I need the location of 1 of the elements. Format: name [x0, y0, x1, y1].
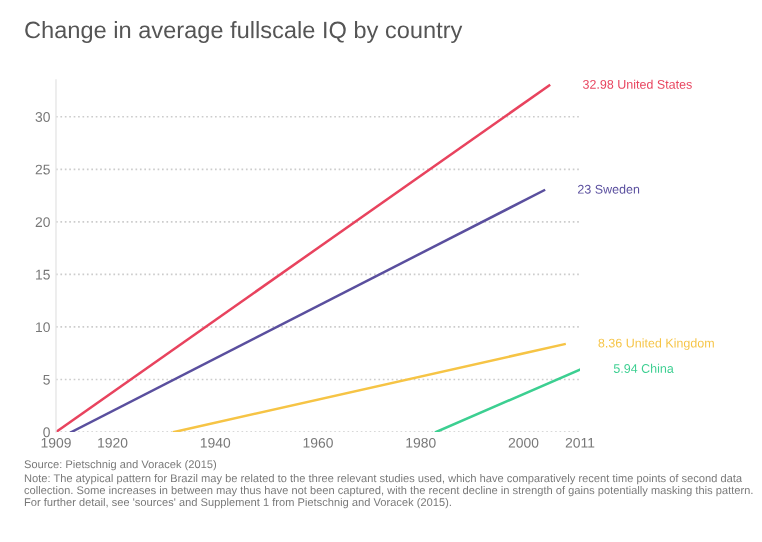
chart-title: Change in average fullscale IQ by country [25, 21, 463, 44]
